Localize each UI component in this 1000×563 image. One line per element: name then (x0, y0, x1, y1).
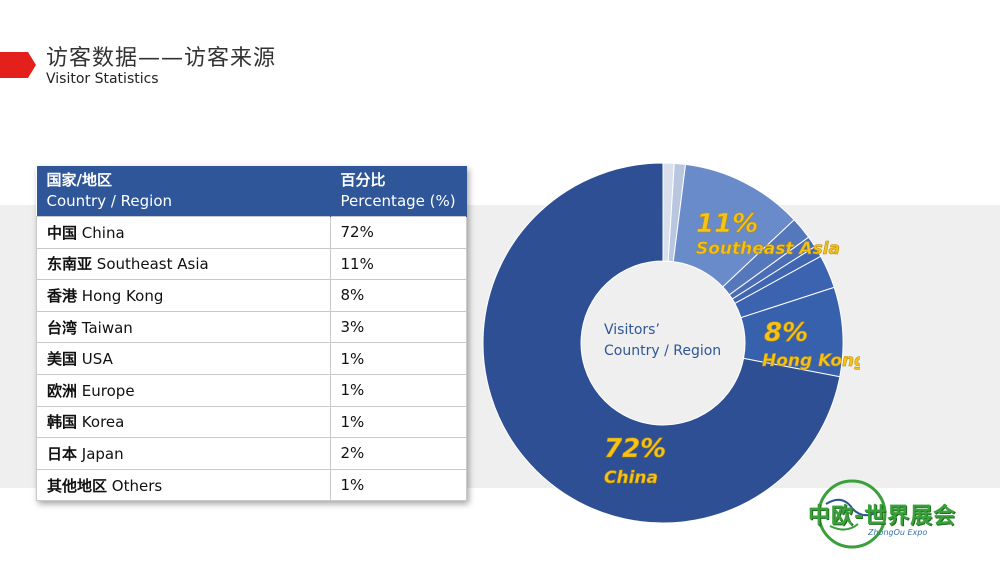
table-row: 其他地区 Others 1% (36, 468, 467, 502)
country-name-en: Taiwan (81, 318, 133, 337)
header-percentage: 百分比 Percentage (%) (330, 166, 467, 217)
country-name-en: Southeast Asia (96, 255, 209, 274)
table-row: 欧洲 Europe 1% (36, 373, 467, 407)
country-cell: 东南亚 Southeast Asia (36, 247, 331, 280)
donut-center-label: Country / Region (604, 343, 721, 359)
country-cell: 日本 Japan (36, 437, 331, 470)
percentage-cell: 8% (330, 279, 467, 312)
page-subtitle: Visitor Statistics (46, 71, 159, 87)
country-name-cn: 中国 (47, 223, 78, 242)
percentage-cell: 2% (330, 437, 467, 470)
country-name-en: Hong Kong (81, 286, 164, 305)
slice-value-label: 11% (696, 209, 758, 239)
visitor-table: 国家/地区 Country / Region 百分比 Percentage (%… (36, 166, 467, 502)
country-name-cn: 东南亚 (47, 255, 93, 274)
table-row: 香港 Hong Kong 8% (36, 279, 467, 312)
country-name-cn: 香港 (47, 286, 78, 305)
table-header-row: 国家/地区 Country / Region 百分比 Percentage (%… (36, 166, 467, 217)
expo-logo: 中欧-世界展会 ZhongOu Expo (808, 472, 993, 558)
globe-logo-icon (817, 479, 887, 549)
country-cell: 香港 Hong Kong (36, 279, 331, 312)
percentage-cell: 3% (330, 310, 467, 343)
country-name-en: Japan (81, 444, 124, 463)
table-row: 韩国 Korea 1% (36, 405, 467, 438)
slice-value-label: 72% (604, 434, 666, 464)
country-name-cn: 美国 (47, 350, 78, 369)
slice-name-label: Southeast Asia (696, 239, 840, 259)
table-row: 日本 Japan 2% (36, 437, 467, 470)
country-name-en: Others (111, 476, 163, 495)
red-arrow-icon (0, 52, 36, 78)
country-name-en: USA (81, 350, 113, 369)
country-cell: 欧洲 Europe (36, 373, 331, 407)
country-cell: 美国 USA (36, 342, 331, 375)
percentage-cell: 11% (330, 247, 467, 280)
table-row: 美国 USA 1% (36, 342, 467, 375)
country-name-cn: 韩国 (47, 413, 78, 432)
country-name-en: China (81, 223, 125, 242)
header-percentage-cn: 百分比 (340, 171, 386, 189)
slice-value-label: 8% (764, 318, 808, 348)
header-country: 国家/地区 Country / Region (36, 166, 331, 217)
percentage-cell: 1% (330, 342, 467, 375)
country-cell: 韩国 Korea (36, 405, 331, 438)
country-cell: 中国 China (36, 216, 331, 249)
slice-name-label: China (604, 468, 658, 488)
header-country-en: Country / Region (46, 192, 173, 210)
country-name-cn: 其他地区 (47, 476, 108, 495)
visitor-donut-chart: 11%Southeast Asia 8% Hong Kong 72% China Visi… (482, 162, 860, 524)
percentage-cell: 1% (330, 405, 467, 438)
country-name-cn: 欧洲 (47, 381, 78, 400)
header-percentage-en: Percentage (%) (340, 192, 456, 210)
country-cell: 台湾 Taiwan (36, 310, 331, 343)
country-name-en: Europe (81, 381, 135, 400)
table-row: 东南亚 Southeast Asia 11% (36, 247, 467, 280)
percentage-cell: 1% (330, 468, 467, 502)
percentage-cell: 1% (330, 373, 467, 407)
page-title: 访客数据——访客来源 (46, 46, 277, 71)
donut-slice-china (482, 162, 841, 524)
header-country-cn: 国家/地区 (46, 171, 112, 189)
expo-logo-text: 中欧-世界展会 (808, 504, 957, 529)
table-body: 中国 China 72% 东南亚 Southeast Asia 11% 香港 Hong … (36, 216, 467, 502)
country-name-en: Korea (81, 413, 125, 432)
country-name-cn: 日本 (47, 444, 78, 463)
country-cell: 其他地区 Others (36, 468, 331, 502)
percentage-cell: 72% (330, 216, 467, 249)
table-row: 台湾 Taiwan 3% (36, 310, 467, 343)
table-row: 中国 China 72% (36, 216, 467, 249)
donut-center-label: Visitors’ (604, 322, 660, 338)
country-name-cn: 台湾 (47, 318, 78, 337)
expo-logo-subtext: ZhongOu Expo (868, 528, 928, 537)
slice-name-label: Hong Kong (762, 351, 860, 371)
